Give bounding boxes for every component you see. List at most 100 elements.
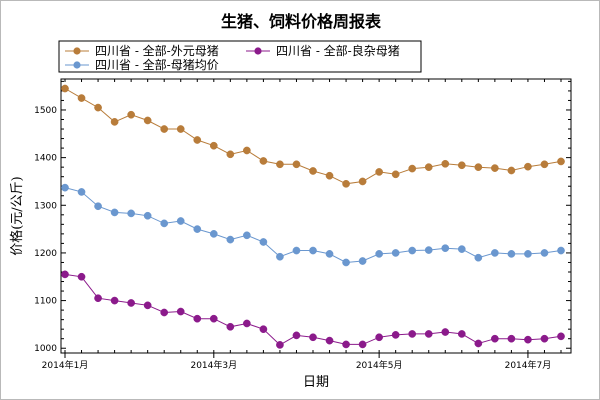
data-point [61,270,69,279]
y-tick-label: 1500 [34,106,57,116]
data-point [441,159,450,168]
data-point [259,157,268,165]
data-point [309,333,317,342]
data-point [391,170,400,179]
x-tick-label: 2014年5月 [356,359,403,371]
data-point [127,299,135,307]
legend-entry: 四川省 - 全部-外元母猪 [65,43,219,58]
legend-label: 四川省 - 全部-良杂母猪 [276,43,400,58]
data-point [127,110,135,119]
y-tick-label: 1400 [34,154,57,164]
data-point [507,334,516,343]
data-point [342,258,350,267]
data-point [243,319,251,328]
data-point [276,341,284,349]
data-point [127,209,135,218]
data-point [61,183,69,192]
data-point [226,322,235,331]
series-1 [61,270,565,349]
data-point [160,219,169,228]
data-point [309,246,317,255]
data-point [292,331,301,340]
data-point [424,330,433,338]
data-point [160,125,169,133]
y-tick-label: 1000 [34,344,57,354]
series-0 [61,84,565,188]
data-point [209,141,218,150]
data-point [358,340,367,349]
data-point [375,250,383,258]
series-layer [61,84,565,349]
legend-label: 四川省 - 全部-母猪均价 [95,57,219,72]
legend-entry: 四川省 - 全部-母猪均价 [65,57,219,72]
data-point [524,335,532,344]
data-point [193,136,202,144]
data-point [474,163,483,172]
data-point [424,163,433,172]
data-point [325,250,334,258]
data-point [77,272,86,281]
data-point [110,118,119,126]
legend-swatch-marker [254,47,262,55]
data-point [292,160,301,169]
y-tick-label: 1100 [34,297,57,307]
x-tick-label: 2014年3月 [190,359,237,371]
data-point [474,339,483,348]
data-point [441,328,450,336]
data-point [176,307,185,316]
data-point [342,340,350,349]
x-axis: 2014年1月 2014年3月 2014年5月 2014年7月 [42,79,562,371]
data-point [391,331,400,339]
data-point [491,164,499,172]
data-point [77,94,86,102]
data-point [259,325,268,334]
data-point [424,246,433,254]
data-point [309,167,317,175]
data-point [209,314,218,323]
y-axis-label: 价格(元/公斤) [9,176,25,256]
data-point [292,246,301,255]
data-point [61,84,69,93]
data-point [77,188,86,196]
data-point [557,157,565,166]
data-point [243,146,251,155]
data-point [540,160,549,169]
data-point [441,244,450,253]
data-point [457,330,466,338]
data-point [94,294,102,303]
data-point [507,166,516,175]
data-point [94,202,102,211]
data-point [375,168,383,176]
series-2 [61,183,565,267]
data-point [276,252,284,261]
data-point [226,235,235,244]
data-point [276,160,284,169]
data-point [226,150,235,159]
data-point [110,296,119,305]
y-tick-label: 1300 [34,201,57,211]
data-point [474,253,483,262]
data-point [457,161,466,170]
data-point [408,330,417,338]
legend-box [58,40,422,73]
data-point [391,249,400,257]
data-point [491,334,499,343]
data-point [358,257,367,265]
data-point [457,245,466,253]
data-point [259,238,268,246]
data-point [110,208,119,217]
data-point [325,336,334,345]
data-point [540,334,549,343]
data-point [524,162,532,171]
x-tick-label: 2014年1月 [42,359,89,371]
data-point [524,250,532,258]
data-point [342,179,350,188]
y-tick-label: 1200 [34,249,57,259]
data-point [375,333,383,342]
legend-swatch-marker [73,47,81,55]
legend-swatch-marker [73,61,81,69]
data-point [176,125,185,133]
